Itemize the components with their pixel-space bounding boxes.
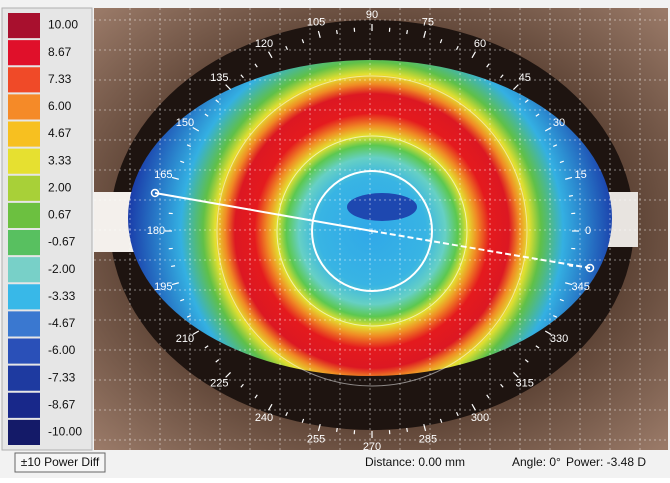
legend-swatch [8, 366, 40, 391]
legend-label: -8.67 [48, 397, 76, 411]
angle-label: 30 [553, 117, 565, 129]
legend-label: 4.67 [48, 126, 72, 140]
legend-swatch [8, 122, 40, 147]
angle-status: Angle: 0° [512, 455, 561, 469]
angle-label: 60 [474, 38, 486, 50]
legend-swatch [8, 40, 40, 65]
angle-label: 270 [363, 441, 381, 453]
angle-label: 0 [585, 225, 591, 237]
legend-swatch [8, 284, 40, 309]
legend-swatch [8, 257, 40, 282]
angle-label: 165 [154, 169, 172, 181]
angle-tick [569, 196, 573, 197]
button-label[interactable]: ±10 Power Diff [21, 455, 100, 469]
angle-label: 180 [147, 225, 165, 237]
legend-swatch [8, 230, 40, 255]
angle-tick [569, 266, 573, 267]
angle-tick [337, 428, 338, 432]
angle-label: 225 [210, 378, 228, 390]
legend-label: 8.67 [48, 45, 72, 59]
angle-label: 105 [307, 16, 325, 28]
legend-label: -10.00 [48, 425, 82, 439]
legend-label: 10.00 [48, 18, 78, 32]
angle-label: 120 [255, 38, 273, 50]
center-mark: + [369, 226, 375, 238]
legend-swatch [8, 420, 40, 445]
legend-label: -0.67 [48, 235, 76, 249]
power-status: Power: -3.48 D [566, 455, 646, 469]
angle-label: 240 [255, 412, 273, 424]
angle-label: 315 [516, 378, 534, 390]
angle-tick [407, 428, 408, 432]
angle-label: 255 [307, 434, 325, 446]
legend-swatch [8, 339, 40, 364]
legend-label: -3.33 [48, 289, 76, 303]
angle-label: 285 [419, 434, 437, 446]
angle-label: 300 [471, 412, 489, 424]
legend-label: 7.33 [48, 72, 72, 86]
angle-tick [407, 30, 408, 34]
legend-label: 6.00 [48, 99, 72, 113]
angle-tick [171, 196, 175, 197]
angle-label: 45 [519, 72, 531, 84]
legend-label: -2.00 [48, 262, 76, 276]
center-spot [347, 193, 417, 221]
legend-label: -4.67 [48, 316, 76, 330]
legend-label: -6.00 [48, 343, 76, 357]
angle-label: 345 [571, 281, 589, 293]
angle-label: 75 [422, 16, 434, 28]
legend-swatch [8, 311, 40, 336]
angle-label: 210 [176, 333, 194, 345]
angle-label: 330 [550, 333, 568, 345]
legend-label: 0.67 [48, 208, 72, 222]
legend-swatch [8, 149, 40, 174]
legend-label: 2.00 [48, 180, 72, 194]
angle-label: 135 [210, 72, 228, 84]
legend-label: 3.33 [48, 153, 72, 167]
distance-status: Distance: 0.00 mm [365, 455, 465, 469]
angle-tick [171, 266, 175, 267]
legend-swatch [8, 13, 40, 38]
angle-label: 15 [575, 169, 587, 181]
legend-swatch [8, 67, 40, 92]
legend-swatch [8, 176, 40, 201]
angle-label: 150 [176, 117, 194, 129]
angle-label: 90 [366, 9, 378, 21]
legend-label: -7.33 [48, 370, 76, 384]
reflection-left [94, 192, 134, 252]
legend-swatch [8, 94, 40, 119]
angle-label: 195 [154, 281, 172, 293]
angle-tick [337, 30, 338, 34]
legend-swatch [8, 203, 40, 228]
legend-swatch [8, 393, 40, 418]
